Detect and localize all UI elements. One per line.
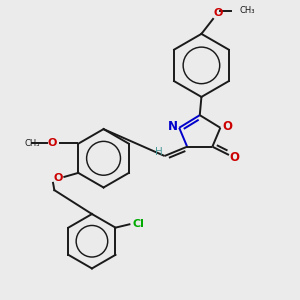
Text: Cl: Cl [133,219,145,229]
Text: CH₃: CH₃ [25,139,40,148]
Text: O: O [213,8,223,18]
Text: CH₃: CH₃ [240,6,255,15]
Text: O: O [54,173,63,183]
Text: O: O [222,120,232,133]
Text: H: H [155,147,163,157]
Text: N: N [168,120,178,133]
Text: O: O [48,138,57,148]
Text: O: O [229,151,239,164]
